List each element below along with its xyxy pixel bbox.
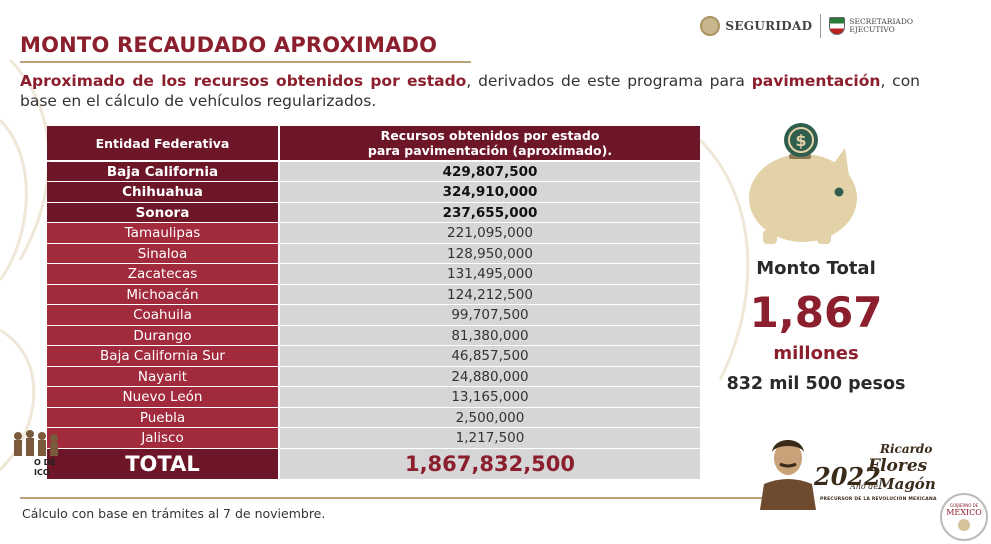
commemorative-year: 2022 xyxy=(814,462,881,491)
amount-cell: 124,212,500 xyxy=(280,284,700,305)
amount-cell: 429,807,500 xyxy=(280,162,700,182)
revenue-table: Entidad Federativa Recursos obtenidos po… xyxy=(47,126,700,480)
col-header-state: Entidad Federativa xyxy=(47,126,278,160)
title-underline xyxy=(20,61,471,63)
sesnsp-logo: SECRETARIADO EJECUTIVO xyxy=(829,17,913,35)
commemorative-caption: PRECURSOR DE LA REVOLUCIÓN MEXICANA xyxy=(820,497,937,502)
footnote: Cálculo con base en trámites al 7 de nov… xyxy=(22,506,326,521)
table-total-row: TOTAL 1,867,832,500 xyxy=(47,448,700,479)
left-logo-text: O DE ICO xyxy=(34,458,56,478)
subtitle-bold-2: pavimentación xyxy=(751,72,881,90)
revolution-figures-icon xyxy=(14,430,58,456)
dollar-coin-icon: $ xyxy=(784,123,818,157)
sesnsp-line-1: SECRETARIADO xyxy=(849,17,913,27)
subtitle-bold-1: Aproximado de los recursos obtenidos por… xyxy=(20,72,467,90)
shield-icon xyxy=(829,17,846,35)
table-row: Nayarit 24,880,000 xyxy=(47,366,700,387)
gob-badge-small: GOBIERNO DE xyxy=(949,503,979,508)
monto-total-number: 1,867 xyxy=(749,288,883,337)
col-header-amount-line-2: para pavimentación (aproximado). xyxy=(367,143,613,158)
state-cell: Baja California xyxy=(47,162,278,182)
left-logo-line-2: ICO xyxy=(34,468,50,477)
footer-rule xyxy=(20,497,765,499)
table-row: Michoacán 124,212,500 xyxy=(47,284,700,305)
table-header: Entidad Federativa Recursos obtenidos po… xyxy=(47,126,700,160)
ricardo-flores-magon-portrait-icon xyxy=(760,440,816,510)
state-cell: Sinaloa xyxy=(47,243,278,264)
page-subtitle: Aproximado de los recursos obtenidos por… xyxy=(20,71,920,111)
amount-cell: 99,707,500 xyxy=(280,305,700,325)
amount-cell: 237,655,000 xyxy=(280,202,700,223)
table-row: Zacatecas 131,495,000 xyxy=(47,264,700,284)
logo-divider xyxy=(820,14,822,38)
monto-total-label: Monto Total xyxy=(756,258,876,279)
state-cell: Puebla xyxy=(47,407,278,428)
state-cell: Tamaulipas xyxy=(47,223,278,243)
commemorative-name-1: Ricardo xyxy=(880,442,933,456)
amount-cell: 324,910,000 xyxy=(280,182,700,202)
col-header-amount-line-1: Recursos obtenidos por estado xyxy=(380,128,600,143)
left-logo-line-1: O DE xyxy=(34,458,56,467)
gobierno-de-mexico-badge: GOBIERNO DE MÉXICO xyxy=(940,493,988,541)
table-row: Nuevo León 13,165,000 xyxy=(47,387,700,407)
monto-total-rest: 832 mil 500 pesos xyxy=(726,374,906,394)
table-row: Sinaloa 128,950,000 xyxy=(47,243,700,264)
amount-cell: 1,217,500 xyxy=(280,428,700,448)
amount-cell: 221,095,000 xyxy=(280,223,700,243)
state-cell: Jalisco xyxy=(47,428,278,448)
table-row: Chihuahua 324,910,000 xyxy=(47,182,700,202)
table-row: Puebla 2,500,000 xyxy=(47,407,700,428)
state-cell: Baja California Sur xyxy=(47,346,278,366)
commemorative-name-2: Flores xyxy=(868,456,928,476)
piggy-bank-icon: $ xyxy=(749,123,857,244)
svg-text:$: $ xyxy=(795,131,806,150)
state-cell: Zacatecas xyxy=(47,264,278,284)
national-seal-icon xyxy=(700,16,721,36)
state-cell: Chihuahua xyxy=(47,182,278,202)
table-row: Baja California 429,807,500 xyxy=(47,162,700,182)
amount-cell: 81,380,000 xyxy=(280,325,700,346)
seguridad-logo: SEGURIDAD xyxy=(700,16,812,36)
amount-cell: 46,857,500 xyxy=(280,346,700,366)
gob-badge-main: MÉXICO xyxy=(946,508,982,517)
amount-cell: 128,950,000 xyxy=(280,243,700,264)
monto-total-unit: millones xyxy=(773,343,859,364)
gob-seal-icon xyxy=(958,519,970,531)
col-header-amount: Recursos obtenidos por estado para pavim… xyxy=(280,126,700,160)
table-row: Jalisco 1,217,500 xyxy=(47,428,700,448)
state-cell: Nuevo León xyxy=(47,387,278,407)
commemorative-name-3: Magón xyxy=(878,475,936,493)
amount-cell: 131,495,000 xyxy=(280,264,700,284)
sesnsp-line-2: EJECUTIVO xyxy=(849,25,895,34)
seguridad-label: SEGURIDAD xyxy=(725,19,813,33)
total-value: 1,867,832,500 xyxy=(280,448,700,479)
table-row: Sonora 237,655,000 xyxy=(47,202,700,223)
table-row: Baja California Sur 46,857,500 xyxy=(47,346,700,366)
state-cell: Coahuila xyxy=(47,305,278,325)
table-row: Tamaulipas 221,095,000 xyxy=(47,223,700,243)
commemorative-ano-de: Año de xyxy=(850,482,879,491)
amount-cell: 13,165,000 xyxy=(280,387,700,407)
header-logos: SEGURIDAD SECRETARIADO EJECUTIVO xyxy=(700,14,913,38)
subtitle-text-1: , derivados de este programa para xyxy=(466,72,752,90)
amount-cell: 2,500,000 xyxy=(280,407,700,428)
state-cell: Durango xyxy=(47,325,278,346)
table-row: Coahuila 99,707,500 xyxy=(47,305,700,325)
page-title: MONTO RECAUDADO APROXIMADO xyxy=(20,33,438,57)
subtitle-text-2: , con base en el cálculo de vehículos re… xyxy=(20,72,920,110)
total-label: TOTAL xyxy=(47,448,278,479)
amount-cell: 24,880,000 xyxy=(280,366,700,387)
state-cell: Michoacán xyxy=(47,284,278,305)
state-cell: Nayarit xyxy=(47,366,278,387)
table-row: Durango 81,380,000 xyxy=(47,325,700,346)
state-cell: Sonora xyxy=(47,202,278,223)
